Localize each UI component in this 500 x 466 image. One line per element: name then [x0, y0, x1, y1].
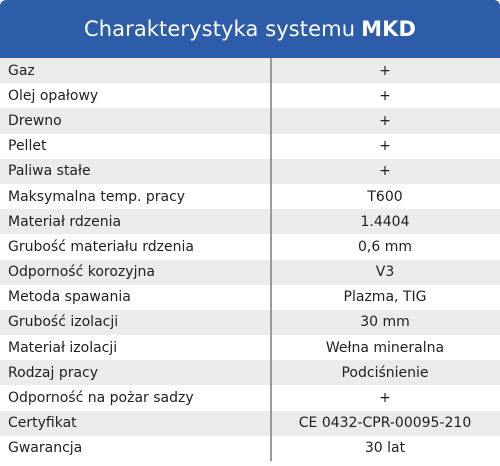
row-label: Gaz — [8, 62, 35, 79]
row-value: 30 mm — [360, 314, 410, 331]
row-label: Rodzaj pracy — [8, 364, 99, 381]
table-row: Grubość materiału rdzenia 0,6 mm — [0, 234, 500, 260]
row-label: Grubość izolacji — [8, 314, 119, 331]
table-row: Olej opałowy + — [0, 83, 500, 109]
table-row: Gaz + — [0, 58, 500, 84]
row-label: Maksymalna temp. pracy — [8, 188, 186, 205]
table-row: Materiał izolacji Wełna mineralna — [0, 335, 500, 361]
table-row: Grubość izolacji 30 mm — [0, 309, 500, 336]
header-brand: MKD — [361, 17, 417, 41]
table-row: Odporność korozyjna V3 — [0, 259, 500, 285]
table-row: Odporność na pożar sadzy + — [0, 385, 500, 411]
table-row: Metoda spawania Plazma, TIG — [0, 284, 500, 310]
row-value: + — [379, 62, 391, 79]
table-row: Materiał rdzenia 1.4404 — [0, 209, 500, 235]
row-value: Plazma, TIG — [343, 289, 427, 306]
table-row: Pellet + — [0, 133, 500, 159]
spec-table: Gaz + Olej opałowy + Drewno + Pellet + P… — [0, 58, 500, 461]
row-value: V3 — [375, 264, 395, 281]
row-label: Olej opałowy — [8, 87, 99, 104]
row-label: Odporność na pożar sadzy — [8, 390, 194, 407]
table-row: Gwarancja 30 lat — [0, 435, 500, 461]
table-row: Certyfikat CE 0432-CPR-00095-210 — [0, 410, 500, 436]
row-label: Pellet — [8, 138, 47, 155]
row-label: Drewno — [8, 112, 62, 129]
row-value: + — [379, 390, 391, 407]
row-value: 0,6 mm — [358, 238, 412, 255]
row-label: Grubość materiału rdzenia — [8, 238, 194, 255]
table-row: Maksymalna temp. pracy T600 — [0, 183, 500, 210]
table-row: Drewno + — [0, 108, 500, 134]
header-title: Charakterystyka systemu — [83, 17, 356, 41]
row-label: Materiał rdzenia — [8, 213, 122, 230]
row-value: + — [379, 163, 391, 180]
row-label: Materiał izolacji — [8, 339, 118, 356]
row-value: + — [379, 87, 391, 104]
table-header: Charakterystyka systemu MKD — [0, 0, 500, 58]
row-value: CE 0432-CPR-00095-210 — [298, 415, 472, 432]
row-label: Certyfikat — [8, 415, 77, 432]
row-label: Paliwa stałe — [8, 163, 91, 180]
table-row: Rodzaj pracy Podciśnienie — [0, 360, 500, 386]
row-value: T600 — [367, 188, 403, 205]
row-label: Gwarancja — [8, 440, 83, 457]
row-value: 30 lat — [364, 440, 406, 457]
row-value: 1.4404 — [360, 213, 410, 230]
row-label: Metoda spawania — [8, 289, 131, 306]
row-value: + — [379, 138, 391, 155]
row-value: Podciśnienie — [341, 364, 429, 381]
column-divider — [270, 58, 272, 461]
row-label: Odporność korozyjna — [8, 264, 155, 281]
row-value: Wełna mineralna — [325, 339, 445, 356]
table-row: Paliwa stałe + — [0, 158, 500, 184]
row-value: + — [379, 112, 391, 129]
